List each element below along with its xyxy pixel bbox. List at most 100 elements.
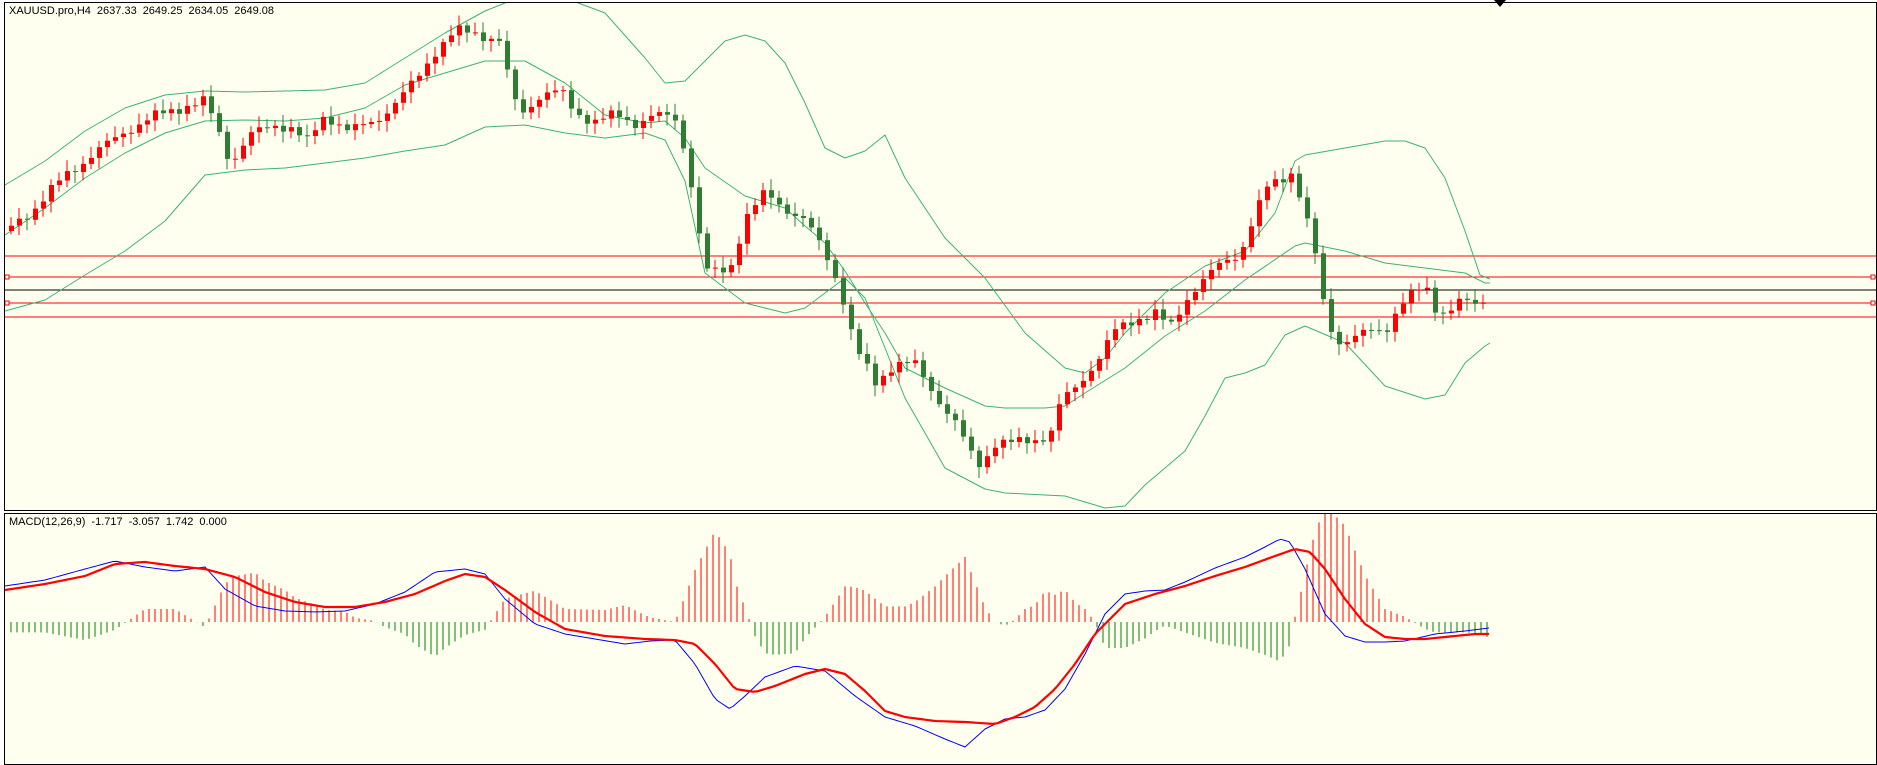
candle-body bbox=[425, 63, 430, 76]
chart-shift-marker-icon[interactable] bbox=[1494, 0, 1506, 7]
candle-body bbox=[817, 227, 822, 241]
candle-body bbox=[433, 56, 438, 64]
candle-body bbox=[657, 112, 662, 116]
price-chart-canvas[interactable] bbox=[5, 3, 1876, 510]
candle-body bbox=[89, 157, 94, 164]
candle-body bbox=[1305, 197, 1310, 219]
candle-body bbox=[233, 158, 238, 160]
candle-body bbox=[145, 120, 150, 125]
candle-body bbox=[625, 117, 630, 120]
candle-body bbox=[273, 125, 278, 129]
candle-body bbox=[1393, 313, 1398, 332]
candle-body bbox=[489, 38, 494, 41]
candle-body bbox=[481, 32, 486, 42]
candle-body bbox=[1457, 298, 1462, 311]
high-value: 2649.25 bbox=[142, 5, 183, 17]
low-value: 2634.05 bbox=[188, 5, 229, 17]
level-handle bbox=[1870, 274, 1876, 280]
candle-body bbox=[993, 447, 998, 457]
candle-body bbox=[1425, 287, 1430, 290]
candle-body bbox=[49, 185, 54, 202]
close-value: 2649.08 bbox=[234, 5, 274, 17]
candle-body bbox=[1153, 309, 1158, 320]
candle-body bbox=[169, 109, 174, 114]
candle-body bbox=[1481, 302, 1486, 304]
bollinger-middle-band bbox=[5, 60, 1490, 409]
level-handle bbox=[5, 274, 10, 280]
candle-body bbox=[313, 130, 318, 136]
candle-body bbox=[545, 92, 550, 100]
candle-body bbox=[1233, 259, 1238, 261]
candle-body bbox=[1129, 322, 1134, 326]
candle-body bbox=[1081, 380, 1086, 388]
candle-body bbox=[1353, 335, 1358, 343]
candle-body bbox=[105, 140, 110, 148]
candle-body bbox=[1049, 430, 1054, 442]
candle-body bbox=[57, 180, 62, 185]
candle-body bbox=[849, 304, 854, 330]
candle-body bbox=[681, 120, 686, 149]
candle-body bbox=[729, 265, 734, 273]
candle-body bbox=[73, 171, 78, 173]
candle-body bbox=[809, 217, 814, 228]
candle-body bbox=[369, 122, 374, 125]
candle-body bbox=[1465, 298, 1470, 300]
candle-body bbox=[209, 96, 214, 114]
candle-body bbox=[985, 456, 990, 468]
candle-body bbox=[857, 329, 862, 354]
candle-body bbox=[529, 106, 534, 113]
candle-body bbox=[889, 372, 894, 376]
candle-body bbox=[705, 233, 710, 269]
price-chart-pane[interactable]: XAUUSD.pro,H4 2637.33 2649.25 2634.05 2649.0… bbox=[4, 2, 1877, 511]
candle-body bbox=[113, 137, 118, 141]
candle-body bbox=[1193, 292, 1198, 301]
candle-body bbox=[1401, 303, 1406, 314]
candle-body bbox=[753, 205, 758, 215]
macd-histogram-value: 1.742 bbox=[165, 516, 194, 528]
candle-body bbox=[321, 116, 326, 131]
candle-body bbox=[921, 360, 926, 377]
candle-body bbox=[593, 119, 598, 124]
candle-body bbox=[361, 124, 366, 126]
candle-body bbox=[265, 127, 270, 129]
candle-body bbox=[401, 92, 406, 103]
open-value: 2637.33 bbox=[96, 5, 137, 17]
candle-body bbox=[1321, 253, 1326, 300]
candle-body bbox=[1105, 340, 1110, 359]
candle-body bbox=[1201, 279, 1206, 292]
candle-body bbox=[961, 420, 966, 437]
candle-body bbox=[393, 102, 398, 114]
candle-body bbox=[1329, 299, 1334, 332]
candle-body bbox=[201, 96, 206, 106]
candle-body bbox=[969, 436, 974, 451]
candle-body bbox=[977, 450, 982, 468]
candle-body bbox=[737, 243, 742, 266]
candle-body bbox=[65, 171, 70, 181]
candle-body bbox=[1001, 439, 1006, 448]
candle-body bbox=[785, 204, 790, 214]
candle-body bbox=[9, 225, 14, 231]
candle-body bbox=[601, 118, 606, 120]
symbol-name: XAUUSD.pro,H4 bbox=[9, 5, 91, 17]
candle-body bbox=[497, 38, 502, 41]
candle-body bbox=[473, 32, 478, 34]
candle-body bbox=[137, 124, 142, 133]
candle-body bbox=[689, 148, 694, 188]
macd-indicator-pane[interactable]: MACD(12,26,9) -1.717 -3.057 1.742 0.000 bbox=[4, 513, 1877, 765]
candle-body bbox=[241, 145, 246, 159]
candle-body bbox=[561, 90, 566, 92]
candle-body bbox=[1073, 387, 1078, 392]
candle-body bbox=[457, 25, 462, 36]
candle-body bbox=[417, 75, 422, 81]
candle-body bbox=[1097, 358, 1102, 371]
candle-body bbox=[465, 25, 470, 33]
candle-body bbox=[1161, 309, 1166, 320]
candle-body bbox=[1289, 173, 1294, 183]
candle-body bbox=[33, 208, 38, 220]
macd-chart-canvas[interactable] bbox=[5, 514, 1876, 764]
candle-body bbox=[1065, 392, 1070, 405]
candle-body bbox=[841, 278, 846, 305]
candle-body bbox=[193, 105, 198, 107]
candle-body bbox=[345, 124, 350, 131]
